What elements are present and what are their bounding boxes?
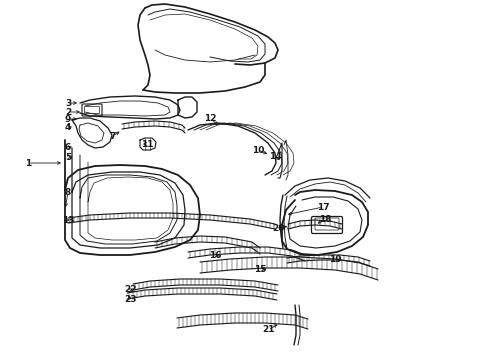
- Text: 4: 4: [65, 122, 71, 131]
- Text: 1: 1: [25, 158, 31, 167]
- Text: 12: 12: [204, 113, 216, 122]
- Text: 8: 8: [65, 188, 71, 197]
- Text: 6: 6: [65, 143, 71, 152]
- Text: 9: 9: [65, 114, 71, 123]
- Text: 18: 18: [319, 215, 331, 224]
- Text: 11: 11: [141, 140, 153, 149]
- Text: 23: 23: [124, 294, 136, 303]
- Text: 15: 15: [254, 266, 266, 275]
- Text: 22: 22: [124, 285, 136, 294]
- Text: 14: 14: [269, 152, 281, 161]
- Text: 5: 5: [65, 153, 71, 162]
- Text: 20: 20: [272, 224, 284, 233]
- Text: 2: 2: [65, 108, 71, 117]
- Text: 16: 16: [209, 251, 221, 260]
- Text: 10: 10: [252, 145, 264, 154]
- Text: 17: 17: [317, 202, 329, 212]
- Text: 7: 7: [110, 131, 116, 140]
- Text: 3: 3: [65, 99, 71, 108]
- Text: 13: 13: [62, 216, 74, 225]
- Text: 21: 21: [262, 325, 274, 334]
- Text: 19: 19: [329, 256, 342, 265]
